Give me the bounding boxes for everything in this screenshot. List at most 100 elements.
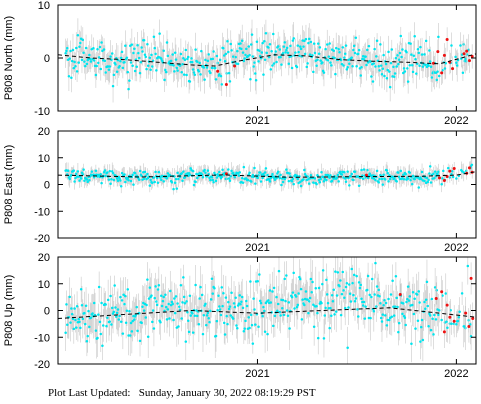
data-point: [277, 269, 281, 273]
data-point: [419, 325, 423, 329]
recent-point: [398, 292, 402, 296]
data-point: [99, 332, 103, 336]
data-point: [331, 300, 335, 303]
data-point: [198, 61, 201, 65]
data-point: [338, 50, 341, 54]
data-point: [226, 322, 229, 326]
data-point: [401, 176, 404, 180]
recent-point: [462, 52, 466, 56]
data-point: [224, 296, 228, 299]
data-point: [312, 70, 315, 74]
data-point: [365, 63, 368, 67]
x-tick-label: 2022: [444, 368, 468, 380]
data-point: [406, 177, 410, 180]
recent-point: [440, 290, 444, 294]
data-point: [263, 330, 267, 333]
data-point: [372, 310, 376, 313]
data-point: [151, 309, 155, 312]
data-point: [116, 308, 120, 311]
plot-updated-footer: Plot Last Updated: Sunday, January 30, 2…: [48, 387, 316, 399]
data-point: [390, 315, 394, 318]
data-point: [339, 279, 342, 282]
data-point: [266, 173, 269, 177]
data-point: [209, 298, 213, 301]
data-point: [308, 296, 312, 300]
data-point: [325, 178, 328, 182]
data-point: [155, 176, 159, 180]
data-point: [423, 53, 426, 56]
data-point: [284, 51, 287, 54]
data-point: [394, 56, 398, 60]
data-point: [295, 174, 299, 178]
data-point: [397, 62, 400, 66]
data-point: [126, 288, 130, 291]
y-tick-label: -10: [34, 332, 50, 344]
data-point: [133, 47, 136, 50]
data-point: [154, 285, 157, 288]
data-point: [218, 58, 222, 62]
data-point: [96, 336, 99, 340]
data-point: [228, 179, 232, 182]
recent-point: [452, 319, 456, 323]
data-point: [184, 340, 188, 343]
data-point: [428, 60, 432, 63]
data-point: [309, 277, 313, 281]
data-point: [172, 187, 175, 191]
data-point: [70, 312, 74, 316]
data-point: [286, 51, 290, 55]
recent-point: [364, 173, 368, 177]
data-point: [321, 175, 325, 179]
data-point: [286, 314, 290, 317]
data-point: [83, 60, 86, 63]
data-point: [167, 302, 170, 306]
data-point: [72, 169, 76, 172]
model-curve: [57, 53, 477, 67]
data-point: [401, 48, 404, 51]
data-point: [440, 318, 443, 322]
data-point: [437, 309, 441, 312]
data-point: [82, 51, 85, 54]
data-point: [437, 313, 440, 317]
data-point: [459, 44, 462, 47]
data-point: [384, 314, 387, 317]
data-point: [392, 65, 395, 69]
data-point: [249, 78, 252, 81]
data-point: [115, 177, 119, 180]
data-point: [377, 181, 380, 184]
data-point: [360, 66, 363, 69]
data-point: [373, 293, 376, 296]
data-point: [171, 53, 174, 56]
data-point: [285, 48, 288, 52]
data-point: [399, 34, 403, 38]
data-point: [394, 274, 398, 278]
data-point: [282, 45, 286, 48]
data-point: [182, 170, 185, 173]
data-point: [346, 65, 349, 69]
data-point: [240, 47, 243, 51]
recent-point: [469, 276, 473, 280]
data-point: [411, 290, 415, 294]
data-point: [372, 177, 376, 180]
data-point: [164, 293, 167, 297]
data-point: [419, 177, 423, 181]
data-point: [330, 314, 333, 317]
data-point: [159, 320, 162, 324]
data-point: [170, 300, 174, 304]
data-point: [155, 300, 158, 303]
data-point: [213, 66, 217, 70]
data-point: [173, 311, 177, 315]
data-point: [446, 166, 450, 170]
data-point: [202, 66, 206, 69]
data-point: [243, 327, 246, 330]
data-point: [227, 307, 231, 311]
recent-point: [452, 166, 456, 170]
data-point: [183, 58, 187, 62]
data-point: [227, 168, 230, 171]
data-point: [198, 297, 201, 300]
data-point: [110, 323, 113, 326]
data-point: [146, 278, 149, 281]
data-point: [337, 48, 340, 51]
data-point: [348, 62, 351, 65]
data-point: [389, 293, 393, 296]
data-point: [427, 325, 430, 328]
